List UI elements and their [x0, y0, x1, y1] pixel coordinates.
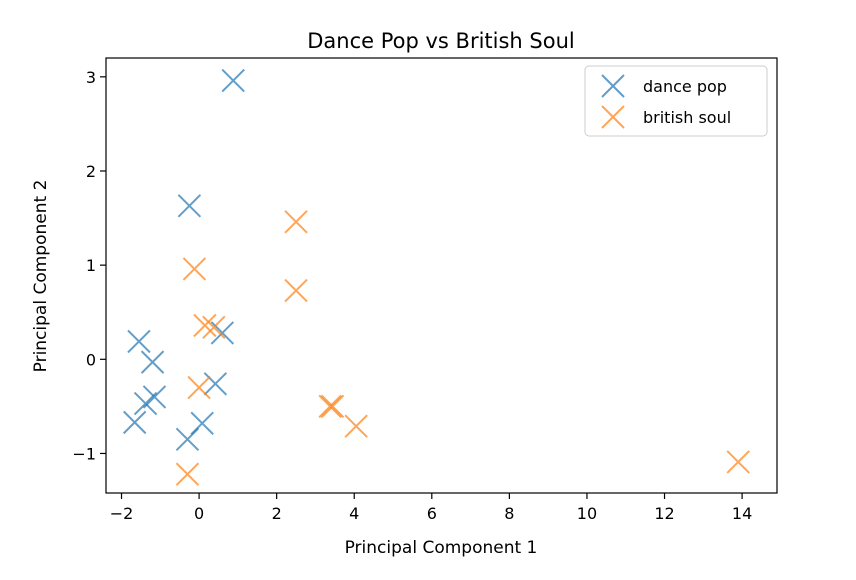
british-soul-point	[284, 210, 308, 234]
plot-frame	[105, 57, 778, 494]
british-soul-point	[320, 394, 345, 419]
x-tick-label: 14	[732, 504, 752, 523]
x-tick-label: 2	[272, 504, 282, 523]
dance-pop-point	[140, 350, 165, 374]
legend-label-british-soul: british soul	[643, 108, 731, 127]
british-soul-point	[175, 462, 200, 486]
y-axis: −1 0 1 2 3	[72, 68, 106, 463]
british-soul-point	[187, 375, 211, 400]
x-tick-label: 8	[504, 504, 514, 523]
dance-pop-point	[133, 391, 158, 416]
y-axis-label: Principal Component 2	[31, 180, 51, 373]
british-soul-point	[318, 394, 342, 419]
british-soul-point	[726, 450, 750, 474]
legend-box	[584, 65, 768, 137]
british-soul-point	[193, 313, 217, 338]
x-tick-label: 10	[577, 504, 597, 523]
legend-marker-british-soul	[601, 105, 625, 129]
x-tick-label: 4	[349, 504, 359, 523]
dance-pop-point	[221, 68, 245, 93]
dance-pop-point	[175, 427, 200, 452]
x-tick-label: 6	[427, 504, 437, 523]
dance-pop-point	[177, 194, 202, 218]
y-tick-label: 1	[86, 256, 96, 275]
points-layer	[122, 68, 750, 486]
british-soul-point	[284, 278, 308, 303]
x-tick-label: 0	[194, 504, 204, 523]
legend-marker-dance-pop	[601, 74, 625, 98]
british-soul-point	[202, 315, 226, 339]
y-tick-label: −1	[72, 444, 96, 463]
dance-pop-point	[122, 410, 147, 435]
british-soul-point	[344, 414, 368, 438]
y-tick-label: 3	[86, 68, 96, 87]
dance-pop-point	[203, 372, 228, 396]
x-axis: −2 0 2 4 6 8 10 12 14	[110, 493, 752, 523]
x-axis-label: Principal Component 1	[345, 538, 538, 558]
legend-label-dance-pop: dance pop	[643, 77, 727, 96]
y-tick-label: 0	[86, 350, 96, 369]
british-soul-point	[182, 257, 207, 281]
x-tick-label: 12	[654, 504, 674, 523]
dance-pop-point	[127, 329, 151, 354]
y-tick-label: 2	[86, 162, 96, 181]
legend: dance pop british soul	[584, 65, 768, 137]
chart-title: Dance Pop vs British Soul	[307, 29, 575, 53]
x-tick-label: −2	[110, 504, 134, 523]
